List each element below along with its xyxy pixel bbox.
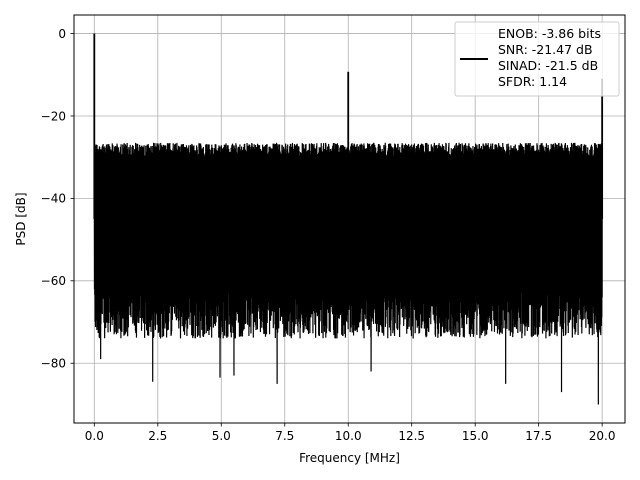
legend-entry-enob: ENOB: -3.86 bits [498,26,601,41]
legend: ENOB: -3.86 bits SNR: -21.47 dB SINAD: -… [454,21,620,97]
psd-series-trace [93,33,604,405]
x-tick-label: 10.0 [335,429,362,443]
legend-entry-snr: SNR: -21.47 dB [498,42,593,57]
x-tick-label: 20.0 [589,429,616,443]
y-tick-label: −60 [41,274,66,288]
legend-entry-sinad: SINAD: -21.5 dB [498,58,598,73]
legend-entry-sfdr: SFDR: 1.14 [498,74,567,89]
y-axis-label: PSD [dB] [14,192,28,245]
x-axis-ticks: 0.0 2.5 5.0 7.5 10.0 12.5 15.0 17.5 20.0 [85,423,616,443]
y-tick-label: −80 [41,357,66,371]
x-tick-label: 2.5 [148,429,167,443]
x-tick-label: 12.5 [398,429,425,443]
y-tick-label: −20 [41,109,66,123]
x-axis-label: Frequency [MHz] [299,451,400,465]
x-tick-label: 17.5 [525,429,552,443]
y-axis-ticks: 0 −20 −40 −60 −80 [41,27,74,371]
x-tick-label: 15.0 [462,429,489,443]
legend-box [454,21,620,97]
x-tick-label: 0.0 [85,429,104,443]
y-tick-label: 0 [58,27,66,41]
y-tick-label: −40 [41,192,66,206]
x-tick-label: 5.0 [212,429,231,443]
x-tick-label: 7.5 [275,429,294,443]
plot-frame [73,14,626,424]
